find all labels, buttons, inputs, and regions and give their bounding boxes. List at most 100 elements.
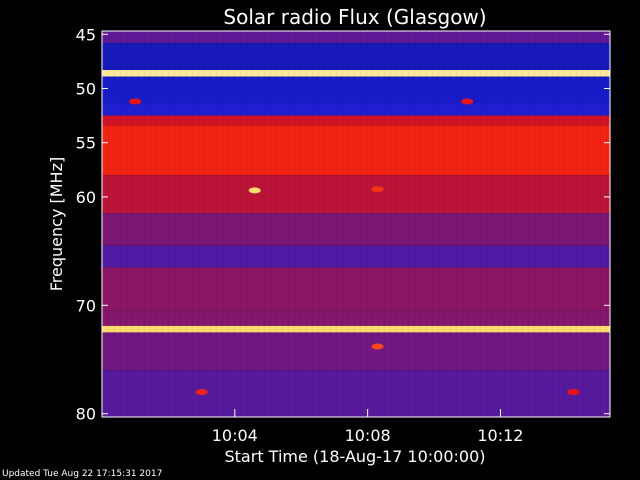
heatmap-streak <box>486 31 487 417</box>
heatmap-streak <box>402 31 403 417</box>
heatmap-band <box>102 245 610 268</box>
heatmap-streak <box>408 31 409 417</box>
heatmap-streak <box>318 31 319 417</box>
heatmap-band <box>102 310 610 326</box>
heatmap-band <box>102 267 610 311</box>
heatmap-streak <box>432 31 433 417</box>
heatmap-streak <box>258 31 259 417</box>
heatmap-streak <box>528 31 529 417</box>
heatmap-streak <box>438 31 439 417</box>
heatmap-streak <box>300 31 301 417</box>
heatmap-streak <box>582 31 583 417</box>
heatmap-streak <box>162 31 163 417</box>
heatmap-streak <box>324 31 325 417</box>
heatmap-streak <box>546 31 547 417</box>
heatmap-band <box>102 102 610 116</box>
heatmap-streak <box>396 31 397 417</box>
heatmap-hotspot <box>195 389 208 396</box>
y-tick-label: 50 <box>76 79 96 98</box>
heatmap-streak <box>480 31 481 417</box>
heatmap-streak <box>114 31 115 417</box>
heatmap-streak <box>594 31 595 417</box>
heatmap-streak <box>276 31 277 417</box>
heatmap-streak <box>504 31 505 417</box>
heatmap-hotspot <box>248 187 261 194</box>
chart-title: Solar radio Flux (Glasgow) <box>223 5 486 29</box>
x-tick-label: 10:04 <box>212 426 258 445</box>
heatmap-streak <box>294 31 295 417</box>
heatmap-streak <box>372 31 373 417</box>
heatmap-streak <box>216 31 217 417</box>
heatmap-streak <box>516 31 517 417</box>
heatmap-streak <box>186 31 187 417</box>
heatmap-streak <box>570 31 571 417</box>
heatmap-streak <box>462 31 463 417</box>
heatmap-streak <box>606 31 607 417</box>
heatmap-streak <box>564 31 565 417</box>
heatmap-streak <box>246 31 247 417</box>
heatmap-hotspot <box>371 186 384 193</box>
heatmap-streak <box>558 31 559 417</box>
heatmap-streak <box>312 31 313 417</box>
heatmap-streak <box>510 31 511 417</box>
heatmap-streak <box>534 31 535 417</box>
heatmap-streak <box>540 31 541 417</box>
x-tick-label: 10:12 <box>477 426 523 445</box>
x-axis-label: Start Time (18-Aug-17 10:00:00) <box>225 447 486 466</box>
heatmap-streak <box>174 31 175 417</box>
heatmap-streak <box>390 31 391 417</box>
heatmap-streak <box>198 31 199 417</box>
spectrogram-hotspots <box>129 98 580 396</box>
heatmap-streak <box>270 31 271 417</box>
heatmap-band <box>102 332 610 371</box>
y-tick-label: 70 <box>76 296 96 315</box>
heatmap-streak <box>354 31 355 417</box>
heatmap-streak <box>150 31 151 417</box>
y-tick-label: 55 <box>76 134 96 153</box>
heatmap-streak <box>210 31 211 417</box>
heatmap-streak <box>144 31 145 417</box>
heatmap-streak <box>240 31 241 417</box>
heatmap-streak <box>168 31 169 417</box>
heatmap-streak <box>426 31 427 417</box>
heatmap-streak <box>132 31 133 417</box>
heatmap-band <box>102 370 610 417</box>
heatmap-streak <box>204 31 205 417</box>
heatmap-streak <box>492 31 493 417</box>
heatmap-streak <box>120 31 121 417</box>
heatmap-streak <box>348 31 349 417</box>
heatmap-hotspot <box>461 98 474 105</box>
heatmap-streak <box>360 31 361 417</box>
heatmap-streak <box>192 31 193 417</box>
heatmap-streak <box>234 31 235 417</box>
heatmap-streak <box>600 31 601 417</box>
heatmap-streak <box>420 31 421 417</box>
heatmap-streak <box>138 31 139 417</box>
updated-timestamp: Updated Tue Aug 22 17:15:31 2017 <box>2 469 163 479</box>
heatmap-band <box>102 213 610 246</box>
heatmap-streak <box>450 31 451 417</box>
heatmap-band <box>102 115 610 126</box>
heatmap-streak <box>384 31 385 417</box>
plot-frame <box>101 30 611 418</box>
heatmap-streak <box>330 31 331 417</box>
heatmap-streak <box>126 31 127 417</box>
heatmap-hotspot <box>567 389 580 396</box>
y-tick-label: 80 <box>76 405 96 424</box>
heatmap-band <box>102 70 610 77</box>
y-axis: 45 50 55 60 70 80 <box>76 25 610 424</box>
y-tick-label: 60 <box>76 188 96 207</box>
heatmap-band <box>102 325 610 333</box>
heatmap-streak <box>156 31 157 417</box>
heatmap-streak <box>414 31 415 417</box>
heatmap-streak <box>252 31 253 417</box>
heatmap-streak <box>228 31 229 417</box>
heatmap-band <box>102 76 610 103</box>
heatmap-hotspot <box>129 98 142 105</box>
y-axis-label: Frequency [MHz] <box>47 157 66 291</box>
heatmap-hotspot <box>371 343 384 350</box>
heatmap-streak <box>222 31 223 417</box>
heatmap-streak <box>288 31 289 417</box>
heatmap-streak <box>378 31 379 417</box>
